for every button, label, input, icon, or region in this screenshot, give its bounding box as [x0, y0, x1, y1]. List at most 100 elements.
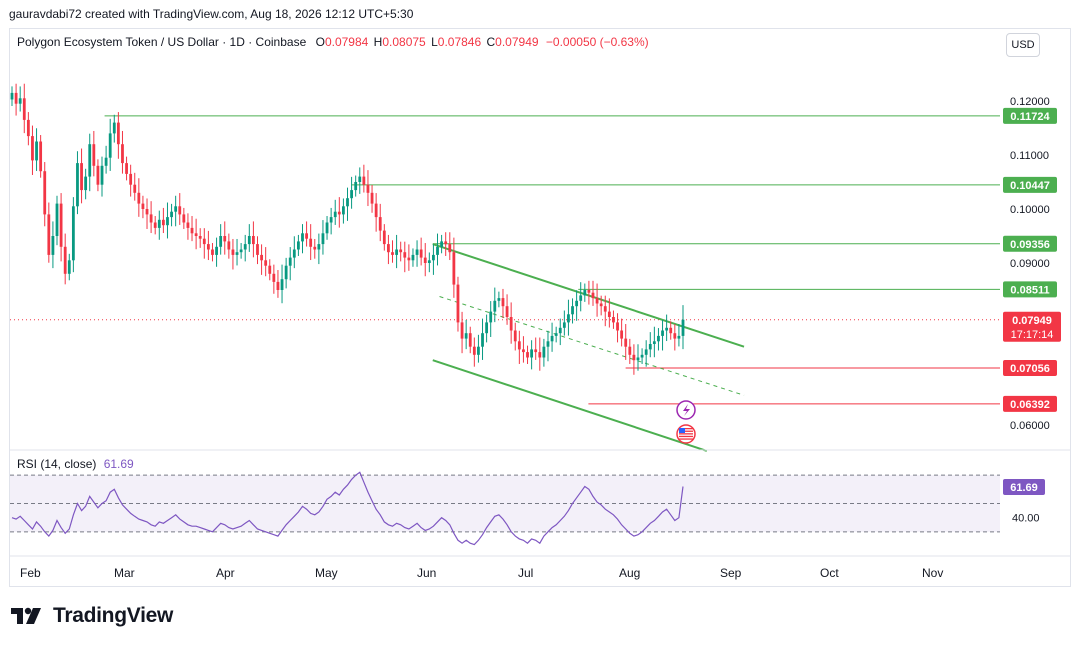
bar-countdown-label: 17:17:14 [1011, 329, 1054, 341]
candle-body [35, 141, 38, 161]
candle-body [485, 322, 489, 334]
tradingview-logo[interactable]: TradingView [11, 604, 173, 628]
candle-body [174, 206, 178, 212]
candle-body [628, 346, 632, 355]
candle-body [31, 136, 34, 161]
candle-body [481, 333, 484, 347]
candle-body [104, 157, 108, 166]
time-tick-label: Sep [720, 566, 742, 580]
candle-body [571, 306, 574, 315]
flag-stripe [679, 428, 693, 430]
level-price-label: 0.11724 [1010, 111, 1050, 123]
candle-body [337, 211, 341, 215]
chart-credit: gauravdabi72 created with TradingView.co… [9, 7, 414, 21]
candle-body [247, 236, 251, 245]
candle-body [505, 306, 509, 317]
price-tick-label: 0.11000 [1010, 150, 1049, 162]
candle-body [673, 333, 677, 339]
candle-body [309, 238, 313, 247]
channel-mid-line [439, 296, 745, 396]
candle-body [149, 214, 153, 223]
candle-body [108, 133, 112, 158]
candle-body [448, 244, 452, 253]
candle-body [202, 238, 206, 245]
candle-body [153, 222, 157, 228]
candle-body [661, 330, 664, 336]
candle-body [133, 184, 137, 193]
candle-body [427, 260, 431, 263]
candle-body [403, 252, 407, 258]
rsi-title: RSI (14, close) [17, 457, 97, 471]
time-tick-label: May [315, 566, 338, 580]
candle-body [206, 244, 210, 250]
level-price-badge [1003, 359, 1057, 376]
candle-body [129, 173, 133, 185]
candle-body [550, 335, 554, 342]
candle-body [116, 122, 120, 145]
candle-body [272, 273, 276, 282]
open-label: O [315, 35, 325, 49]
level-price-badge [1003, 395, 1057, 412]
candle-body [190, 227, 194, 234]
candle-body [632, 354, 636, 361]
price-tick-label: 0.12000 [1010, 96, 1050, 108]
candle-body [256, 244, 259, 255]
candle-body [125, 163, 128, 174]
candle-body [321, 233, 325, 245]
flag-stripe [679, 435, 693, 438]
candle-body [464, 333, 468, 339]
level-price-label: 0.10447 [1010, 180, 1050, 192]
candle-body [96, 165, 100, 185]
time-tick-label: Jul [518, 566, 533, 580]
candle-body [567, 314, 570, 323]
candle-body [599, 303, 603, 307]
flag-stripe [679, 433, 693, 435]
candle-body [313, 246, 317, 250]
candle-body [63, 246, 67, 274]
candle-body [522, 349, 525, 353]
time-tick-label: Mar [114, 566, 135, 580]
candle-body [407, 257, 411, 261]
candle-body [231, 249, 235, 255]
candle-body [644, 349, 648, 355]
candle-body [100, 165, 104, 185]
candle-body [264, 260, 268, 266]
level-price-label: 0.08511 [1010, 284, 1049, 296]
level-price-label: 0.09356 [1010, 239, 1050, 251]
candle-body [51, 236, 55, 255]
candle-body [317, 244, 321, 250]
candle-body [157, 219, 161, 228]
time-tick-label: Nov [922, 566, 943, 580]
candle-body [354, 182, 358, 191]
candle-body [636, 357, 640, 361]
candle-body [640, 354, 644, 358]
candle-body [329, 217, 333, 223]
flag-canton [679, 428, 685, 433]
candle-body [378, 217, 382, 231]
candle-body [215, 246, 218, 255]
candle-body [477, 346, 480, 355]
candle-body [292, 249, 296, 258]
currency-button[interactable]: USD [1006, 33, 1040, 57]
candle-body [423, 257, 427, 263]
candle-body [452, 252, 456, 285]
candle-body [665, 327, 669, 331]
candle-body [579, 295, 583, 301]
time-tick-label: Apr [216, 566, 235, 580]
candle-body [288, 257, 292, 266]
candle-body [419, 249, 423, 258]
candle-body [76, 163, 79, 207]
low-value: 0.07846 [437, 35, 482, 49]
rsi-legend-value: 61.69 [103, 457, 134, 471]
event-lightning-icon [676, 400, 696, 420]
channel-lower-line [432, 359, 708, 452]
candle-body [583, 290, 587, 296]
lightning-glyph [683, 404, 690, 416]
candle-body [80, 163, 83, 191]
candle-body [595, 298, 599, 304]
candle-body [182, 214, 186, 223]
candle-body [198, 236, 202, 239]
us-flag-event-icon [676, 424, 696, 444]
last-price-label: 0.07949 [1012, 315, 1052, 327]
